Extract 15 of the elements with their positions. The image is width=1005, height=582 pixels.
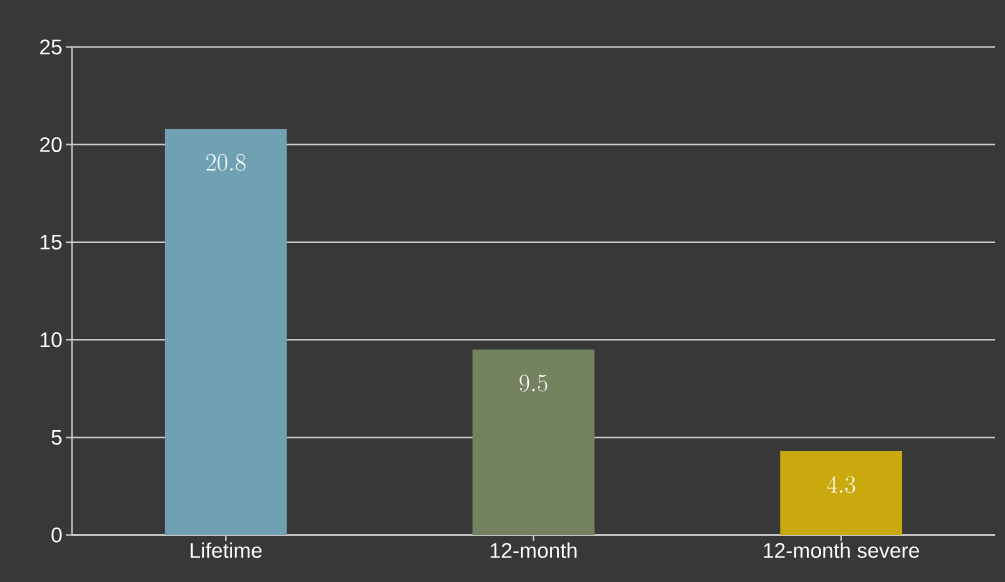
data-label: 4.3 [826, 475, 856, 494]
x-tick-label: Lifetime [190, 542, 262, 558]
x-tick-label: 12-month [490, 542, 577, 558]
y-tick-label: 10 [40, 332, 62, 348]
data-label: 20.8 [206, 154, 246, 171]
data-label: 9.5 [519, 374, 548, 392]
bar [164, 128, 287, 535]
y-tick-label: 25 [40, 39, 62, 55]
y-tick-label: 20 [40, 137, 62, 153]
y-tick-label: 0 [51, 527, 62, 543]
bar [780, 451, 903, 535]
y-tick-label: 15 [40, 234, 62, 250]
bar [472, 349, 595, 535]
y-tick-label: 5 [51, 430, 62, 445]
x-tick-label: 12-month severe [763, 542, 919, 558]
